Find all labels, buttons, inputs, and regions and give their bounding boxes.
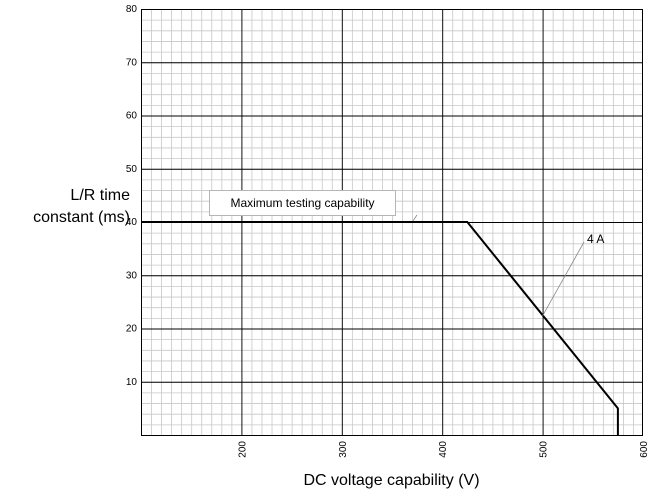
y-tick-label: 80 xyxy=(126,4,138,15)
x-tick-label: 500 xyxy=(539,441,550,458)
series-line-4a xyxy=(141,221,619,435)
y-axis-label-line-2: constant (ms) xyxy=(33,209,130,226)
y-tick-label: 60 xyxy=(126,111,138,122)
x-tick-label: 400 xyxy=(438,441,449,458)
y-axis-label-line-1: L/R time xyxy=(70,187,130,204)
annotation-leaders xyxy=(412,214,585,317)
x-tick-label: 300 xyxy=(338,441,349,458)
series-layer xyxy=(141,221,619,435)
max-capability-annotation: Maximum testing capability xyxy=(209,190,396,216)
y-tick-label: 10 xyxy=(126,377,138,388)
x-axis-label: DC voltage capability (V) xyxy=(303,472,480,489)
plot-frame xyxy=(141,9,643,436)
y-tick-label: 20 xyxy=(126,324,138,335)
y-tick-label: 70 xyxy=(126,57,138,68)
y-axis-label: L/R time constant (ms) xyxy=(8,185,130,229)
x-tick-label: 200 xyxy=(237,441,248,458)
x-tick-labels: 200 300 400 500 600 xyxy=(237,441,648,458)
x-tick-label: 600 xyxy=(639,441,648,458)
series-label-4a: 4 A xyxy=(587,232,605,246)
annotation-leader-4a xyxy=(542,241,585,317)
y-tick-label: 50 xyxy=(126,164,138,175)
y-tick-label: 40 xyxy=(126,217,138,228)
y-tick-labels: 10 20 30 40 50 60 70 80 xyxy=(126,4,138,388)
annotation-leader-max xyxy=(412,214,418,222)
y-tick-label: 30 xyxy=(126,270,138,281)
